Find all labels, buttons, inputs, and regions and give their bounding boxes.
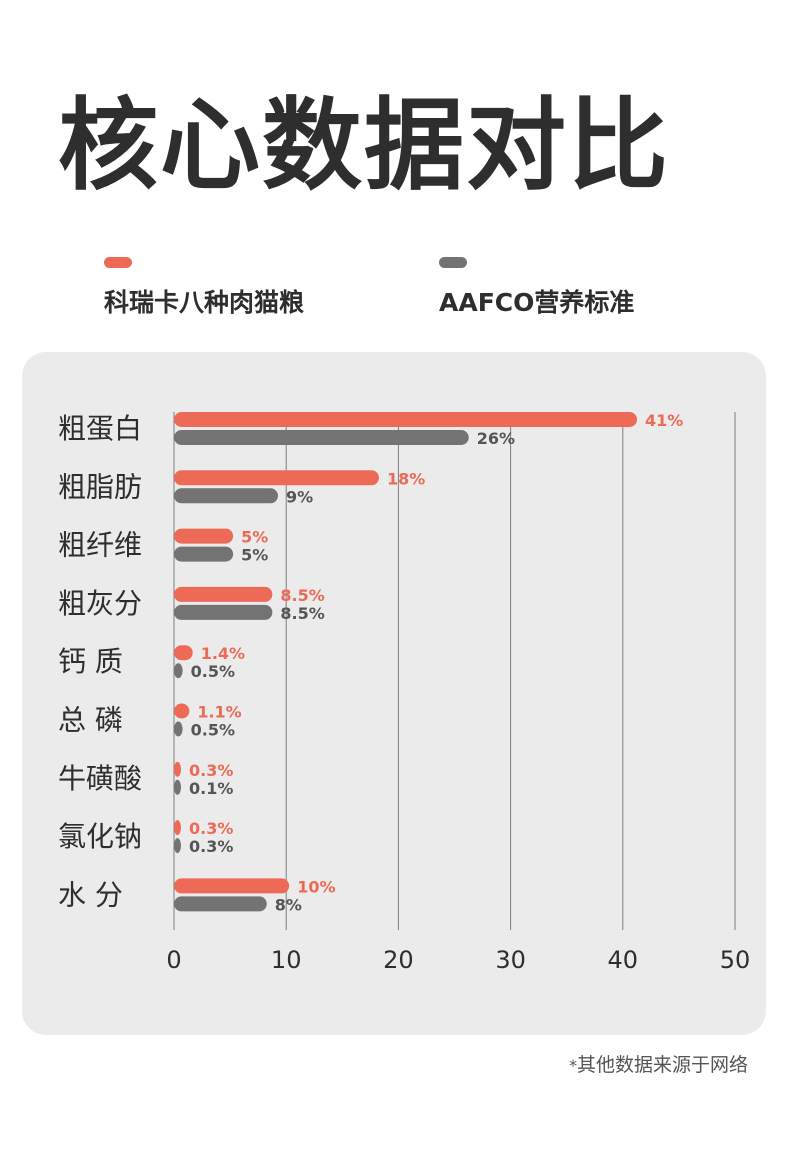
x-tick-label: 20	[383, 946, 414, 974]
data-label-series-a: 41%	[645, 411, 683, 430]
category-label: 水 分	[58, 878, 123, 911]
footnote-star: *	[568, 1056, 577, 1075]
bar-series-a	[174, 878, 290, 894]
bar-series-a	[174, 645, 193, 661]
legend-swatch-series-a	[104, 257, 132, 268]
legend-label-series-b: AAFCO营养标准	[439, 288, 635, 317]
data-label-series-b: 5%	[241, 546, 268, 565]
page-title: 核心数据对比	[58, 87, 670, 204]
category-label: 氯化钠	[58, 820, 142, 853]
bar-series-a	[174, 761, 181, 777]
legend-swatch-series-b	[439, 257, 467, 268]
category-label: 钙 质	[58, 645, 123, 678]
x-tick-label: 0	[166, 946, 181, 974]
bar-series-b	[174, 430, 469, 445]
bar-series-b	[174, 838, 181, 854]
data-label-series-a: 1.1%	[197, 703, 241, 722]
data-label-series-b: 26%	[477, 429, 515, 448]
x-tick-label: 30	[495, 946, 526, 974]
bar-series-a	[174, 528, 234, 544]
footnote-text: 其他数据来源于网络	[576, 1054, 748, 1076]
bar-series-b	[174, 896, 267, 912]
footnote: *其他数据来源于网络	[569, 1050, 748, 1077]
category-label: 粗灰分	[58, 587, 142, 620]
data-label-series-b: 8.5%	[280, 604, 324, 623]
x-tick-label: 50	[720, 946, 751, 974]
chart-panel	[22, 352, 766, 1035]
data-label-series-b: 8%	[275, 895, 302, 914]
bar-series-a	[174, 412, 638, 427]
bar-series-b	[174, 488, 278, 504]
bar-series-b	[174, 721, 183, 737]
legend-label-series-a: 科瑞卡八种肉猫粮	[104, 288, 305, 317]
bar-series-a	[174, 820, 181, 836]
bar-series-b	[174, 663, 183, 679]
data-label-series-b: 0.5%	[191, 721, 235, 740]
category-label: 粗脂肪	[58, 470, 142, 503]
category-label: 粗纤维	[58, 529, 142, 562]
bar-series-a	[174, 703, 190, 719]
bar-series-b	[174, 604, 273, 620]
data-label-series-b: 0.5%	[191, 662, 235, 681]
bar-series-b	[174, 779, 181, 795]
data-label-series-b: 9%	[286, 487, 313, 506]
category-label: 牛磺酸	[58, 762, 142, 795]
bar-series-a	[174, 586, 273, 602]
data-label-series-a: 5%	[241, 528, 268, 547]
data-label-series-a: 0.3%	[189, 819, 233, 838]
x-tick-label: 40	[608, 946, 639, 974]
category-label: 总 磷	[58, 704, 123, 737]
data-label-series-a: 10%	[297, 877, 335, 896]
data-label-series-a: 0.3%	[189, 761, 233, 780]
data-label-series-b: 0.3%	[189, 837, 233, 856]
category-label: 粗蛋白	[58, 412, 142, 445]
data-label-series-a: 1.4%	[201, 644, 245, 663]
data-label-series-a: 8.5%	[280, 586, 324, 605]
bar-series-a	[174, 470, 379, 486]
bar-series-b	[174, 546, 234, 562]
x-tick-label: 10	[271, 946, 302, 974]
data-label-series-a: 18%	[387, 469, 425, 488]
data-label-series-b: 0.1%	[189, 779, 233, 798]
